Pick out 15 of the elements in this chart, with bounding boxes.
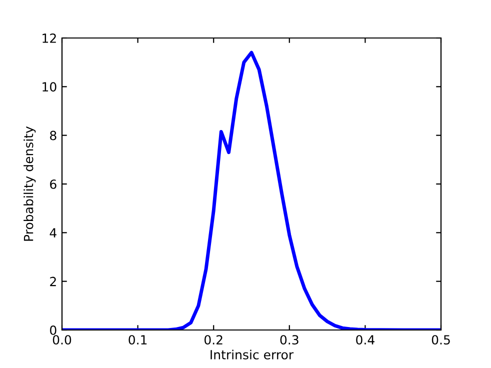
- x-tick-label: 0.4: [356, 335, 374, 345]
- x-tick-label: 0.1: [128, 335, 147, 345]
- x-tick-label: 0.0: [52, 335, 72, 345]
- y-axis-title: Probability density: [24, 126, 36, 241]
- y-tick-label: 10: [42, 82, 56, 92]
- y-tick-label: 0: [50, 325, 56, 335]
- x-axis-title: Intrinsic error: [210, 350, 294, 360]
- y-tick-label: 8: [50, 130, 56, 140]
- y-tick-label: 2: [50, 276, 56, 286]
- x-tick-label: 0.3: [280, 335, 298, 345]
- y-tick-label: 6: [50, 179, 56, 189]
- y-tick-label: 4: [50, 228, 56, 238]
- x-tick-label: 0.2: [204, 335, 222, 345]
- x-tick-label: 0.5: [432, 335, 450, 345]
- y-tick-label: 12: [42, 33, 56, 43]
